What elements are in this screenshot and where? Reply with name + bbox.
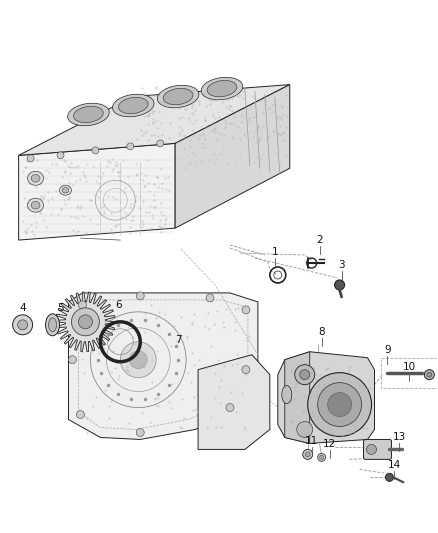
- Polygon shape: [198, 355, 270, 449]
- Ellipse shape: [28, 171, 43, 185]
- Text: 4: 4: [19, 303, 26, 313]
- FancyBboxPatch shape: [364, 439, 392, 459]
- Circle shape: [305, 452, 310, 457]
- Ellipse shape: [31, 174, 40, 182]
- Circle shape: [129, 351, 147, 369]
- Circle shape: [206, 294, 214, 302]
- Text: 8: 8: [318, 327, 325, 337]
- Ellipse shape: [201, 77, 243, 100]
- Circle shape: [335, 280, 345, 290]
- Text: 2: 2: [316, 235, 323, 245]
- Circle shape: [78, 301, 86, 309]
- Polygon shape: [56, 292, 115, 352]
- Text: 10: 10: [403, 362, 416, 372]
- Circle shape: [71, 308, 99, 336]
- Ellipse shape: [49, 318, 57, 332]
- Circle shape: [424, 370, 434, 379]
- Circle shape: [136, 292, 144, 300]
- Circle shape: [320, 455, 324, 459]
- Circle shape: [226, 403, 234, 411]
- Circle shape: [242, 306, 250, 314]
- Polygon shape: [175, 85, 290, 228]
- Ellipse shape: [163, 88, 193, 104]
- Circle shape: [18, 320, 28, 330]
- Text: 7: 7: [175, 335, 181, 345]
- Ellipse shape: [207, 80, 237, 96]
- Circle shape: [13, 315, 32, 335]
- Text: 1: 1: [272, 247, 278, 257]
- Circle shape: [303, 449, 313, 459]
- Circle shape: [308, 373, 371, 437]
- Text: 13: 13: [393, 432, 406, 442]
- Circle shape: [242, 366, 250, 374]
- Circle shape: [318, 383, 361, 426]
- Polygon shape: [19, 85, 290, 155]
- Circle shape: [120, 342, 156, 378]
- Circle shape: [136, 429, 144, 437]
- Ellipse shape: [62, 188, 69, 193]
- Ellipse shape: [282, 385, 292, 403]
- Text: 12: 12: [323, 439, 336, 449]
- Text: 9: 9: [384, 345, 391, 355]
- Ellipse shape: [31, 201, 40, 209]
- Circle shape: [78, 315, 92, 329]
- Polygon shape: [19, 143, 175, 240]
- Ellipse shape: [60, 185, 71, 195]
- Circle shape: [127, 143, 134, 150]
- Polygon shape: [285, 352, 310, 443]
- Text: 6: 6: [115, 300, 122, 310]
- Circle shape: [27, 155, 34, 162]
- Circle shape: [295, 365, 314, 385]
- Circle shape: [367, 445, 377, 455]
- Polygon shape: [68, 293, 258, 439]
- Text: 14: 14: [388, 461, 401, 470]
- Ellipse shape: [157, 85, 199, 108]
- Circle shape: [318, 454, 326, 462]
- Text: 3: 3: [338, 260, 345, 270]
- Circle shape: [92, 147, 99, 154]
- Ellipse shape: [113, 94, 154, 117]
- Polygon shape: [278, 352, 374, 443]
- Circle shape: [157, 140, 164, 147]
- Circle shape: [427, 372, 432, 377]
- Circle shape: [77, 410, 85, 418]
- Text: 5: 5: [57, 303, 64, 313]
- Circle shape: [385, 473, 393, 481]
- Circle shape: [300, 370, 310, 379]
- Ellipse shape: [67, 103, 109, 126]
- Ellipse shape: [118, 98, 148, 114]
- Circle shape: [68, 356, 77, 364]
- Circle shape: [297, 422, 313, 438]
- Ellipse shape: [74, 106, 103, 123]
- Ellipse shape: [46, 314, 60, 336]
- Text: 11: 11: [305, 437, 318, 447]
- Circle shape: [328, 393, 352, 416]
- Circle shape: [57, 152, 64, 159]
- Ellipse shape: [28, 198, 43, 212]
